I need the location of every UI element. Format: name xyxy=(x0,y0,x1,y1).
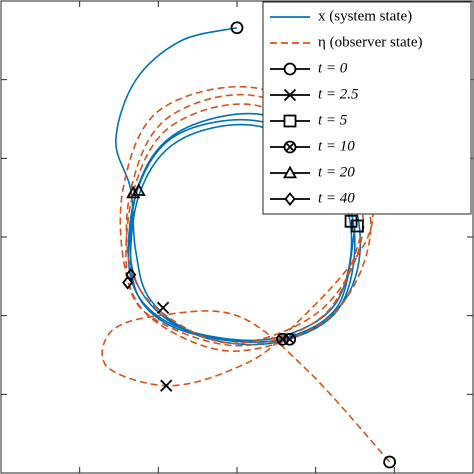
marker-shape xyxy=(285,142,295,152)
legend-label: t = 20 xyxy=(318,164,355,180)
legend-label: t = 2.5 xyxy=(318,86,359,102)
marker-cross xyxy=(160,379,173,392)
marker-shape xyxy=(122,275,134,290)
legend-label: t = 40 xyxy=(318,190,355,206)
marker-shape xyxy=(284,192,296,206)
marker-shape xyxy=(383,455,397,469)
marker-shape xyxy=(282,165,298,179)
legend-box xyxy=(262,1,472,215)
series-line xyxy=(101,85,391,463)
marker-circle xyxy=(230,21,244,35)
marker-shape xyxy=(156,301,170,314)
legend-label: x (system state) xyxy=(318,8,412,24)
legend-label: t = 10 xyxy=(318,138,355,154)
marker-shape xyxy=(283,332,297,346)
marker-layer xyxy=(122,21,397,469)
marker-shape xyxy=(276,332,290,346)
marker-shape xyxy=(283,62,297,76)
legend-label: t = 5 xyxy=(318,112,348,128)
marker-diamond xyxy=(284,192,296,206)
marker-shape xyxy=(283,88,297,102)
marker-shape xyxy=(283,114,297,128)
marker-circle xyxy=(283,62,297,76)
marker-otimes xyxy=(283,140,297,154)
marker-otimes xyxy=(283,332,297,346)
marker-square xyxy=(344,214,358,228)
marker-diamond xyxy=(122,275,134,290)
marker-shape xyxy=(344,214,358,228)
marker-shape xyxy=(131,183,146,196)
marker-shape xyxy=(160,379,173,392)
marker-shape xyxy=(285,334,295,344)
marker-shape xyxy=(230,21,244,35)
marker-circle xyxy=(383,455,397,469)
legend-label: η (observer state) xyxy=(318,34,422,50)
legend: x (system state) η (observer state) t = 0 t… xyxy=(262,1,472,215)
marker-triangle xyxy=(282,165,298,179)
legend-label: t = 0 xyxy=(318,60,348,76)
marker-cross xyxy=(283,88,297,102)
marker-square xyxy=(283,114,297,128)
series-line xyxy=(115,26,362,346)
marker-shape xyxy=(126,185,141,199)
marker-triangle xyxy=(131,183,146,196)
marker-cross xyxy=(156,301,170,314)
marker-triangle xyxy=(126,185,141,199)
